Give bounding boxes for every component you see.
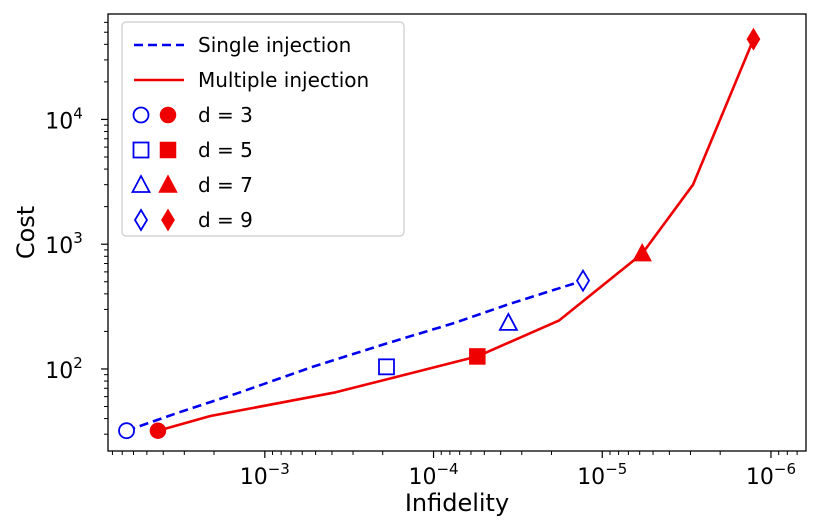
data-marker-circle-open xyxy=(118,422,135,440)
legend-diamond-filled xyxy=(161,208,175,232)
data-marker-square-filled xyxy=(469,348,486,365)
legend-square-open xyxy=(132,141,150,159)
legend-label: Multiple injection xyxy=(198,68,369,92)
data-marker-triangle-filled xyxy=(632,243,652,262)
legend-square-filled xyxy=(159,141,177,159)
data-marker-diamond-open xyxy=(575,268,591,293)
legend-triangle-filled xyxy=(158,174,178,193)
legend-label: Single injection xyxy=(198,33,351,57)
y-tick-label: 102 xyxy=(45,354,83,384)
legend-circle-filled xyxy=(159,106,177,124)
x-tick-label: 10−3 xyxy=(240,460,290,490)
y-tick-label: 104 xyxy=(45,104,83,134)
plot-frame xyxy=(107,13,807,452)
legend-triangle-open xyxy=(131,174,151,193)
legend-box xyxy=(121,21,405,237)
legend-label: d = 5 xyxy=(198,138,253,162)
legend-label: d = 3 xyxy=(198,103,253,127)
series-line-multiple-injection xyxy=(157,38,755,432)
legend-label: d = 9 xyxy=(198,208,253,232)
x-tick-label: 10−4 xyxy=(408,460,458,490)
data-marker-triangle-open xyxy=(498,311,519,331)
legend-diamond-open xyxy=(133,208,149,232)
data-marker-diamond-filled xyxy=(746,27,761,51)
legend-label: d = 7 xyxy=(198,173,253,197)
series-line-single-injection xyxy=(126,279,584,432)
x-axis-label: Infidelity xyxy=(405,489,509,517)
axis-ticks xyxy=(101,21,798,458)
data-marker-circle-filled xyxy=(149,422,167,439)
legend: Single injection Multiple injection d = 3 d… xyxy=(121,21,405,237)
data-marker-square-open xyxy=(378,358,395,376)
legend-circle-open xyxy=(132,106,150,124)
tick-labels: 10−3 10−4 10−5 10−6 102 103 104 xyxy=(45,104,796,490)
series-layer xyxy=(126,38,755,432)
x-tick-label: 10−5 xyxy=(577,460,627,490)
y-axis-label: Cost xyxy=(12,206,40,259)
marker-layer xyxy=(118,27,761,440)
x-tick-label: 10−6 xyxy=(746,460,796,490)
y-tick-label: 103 xyxy=(45,229,83,259)
